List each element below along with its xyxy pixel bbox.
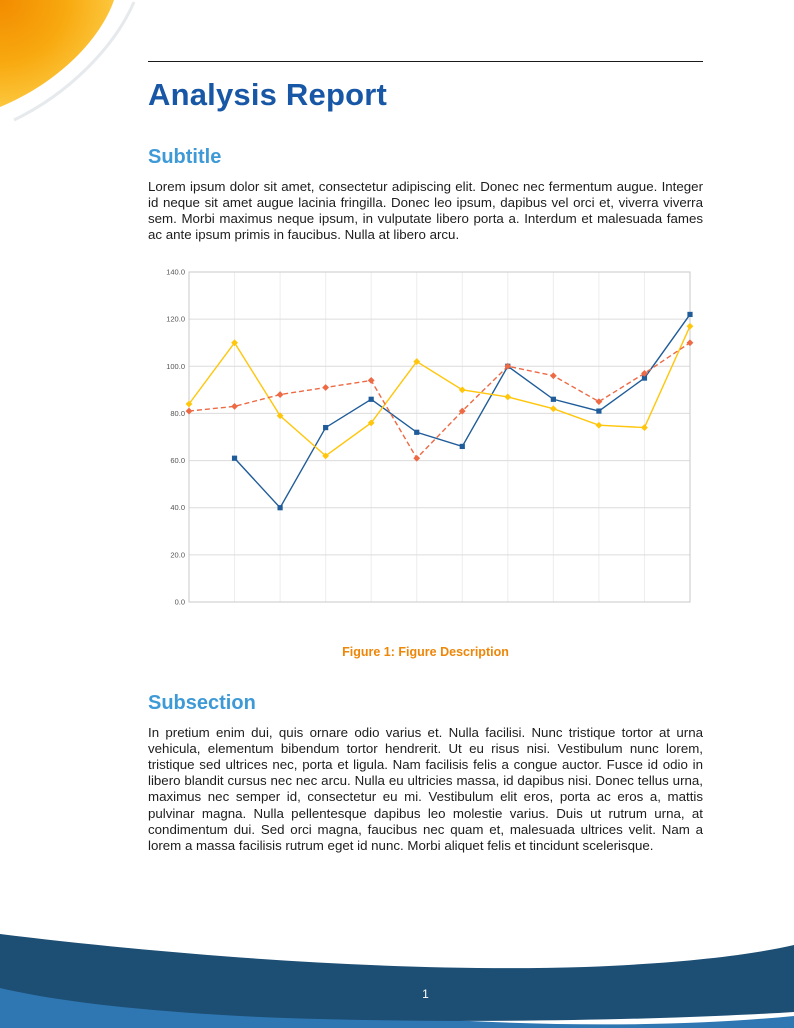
- y-axis-tick-label: 40.0: [170, 503, 185, 512]
- marker-diamond: [231, 402, 238, 410]
- line-chart: 0.0 20.0 40.0 60.0 80.0 100.0 120.0 140.0: [153, 263, 698, 621]
- y-axis-tick-label: 0.0: [175, 597, 185, 606]
- section-heading-subsection: Subsection: [148, 691, 256, 714]
- document-content: Analysis Report Subtitle Lorem ipsum dol…: [148, 0, 703, 854]
- swoosh-shape: [0, 0, 114, 107]
- plot-border: [188, 271, 691, 603]
- marker-diamond: [367, 376, 375, 384]
- marker-diamond: [595, 397, 603, 405]
- marker-square: [231, 455, 238, 461]
- y-axis-tick-label: 20.0: [170, 550, 185, 559]
- figure-description: Figure Description: [398, 644, 509, 659]
- y-axis-tick-label: 60.0: [170, 456, 185, 465]
- marker-square: [641, 374, 648, 381]
- section-heading-subtitle: Subtitle: [148, 145, 222, 168]
- marker-square: [277, 504, 283, 510]
- marker-square: [414, 429, 420, 435]
- corner-swoosh-decoration: [0, 0, 136, 122]
- y-axis-tick-label: 120.0: [166, 314, 185, 323]
- x-gridlines: [188, 271, 691, 602]
- marker-diamond: [458, 385, 466, 393]
- footer-wave-dark: [0, 934, 794, 1021]
- page-title: Analysis Report: [148, 77, 388, 112]
- marker-diamond: [458, 407, 466, 414]
- footer-wave-light: [0, 974, 794, 1028]
- y-axis-tick-label: 80.0: [170, 408, 185, 417]
- y-axis-labels: 0.0 20.0 40.0 60.0 80.0 100.0 120.0 140.0: [166, 267, 185, 606]
- marker-diamond: [276, 411, 284, 419]
- marker-diamond: [231, 338, 238, 346]
- marker-square: [368, 396, 374, 402]
- chart-figure: 0.0 20.0 40.0 60.0 80.0 100.0 120.0 140.0 Figur…: [148, 263, 703, 659]
- marker-diamond: [322, 383, 330, 391]
- marker-diamond: [549, 371, 557, 379]
- swoosh-shadow-arc: [13, 1, 136, 122]
- line-chart-svg: 0.0 20.0 40.0 60.0 80.0 100.0 120.0 140.0: [166, 267, 694, 606]
- marker-diamond: [413, 357, 421, 365]
- marker-square: [596, 407, 602, 414]
- paragraph-subsection: In pretium enim dui, quis ornare odio va…: [148, 724, 703, 854]
- marker-square: [323, 424, 329, 430]
- marker-diamond: [686, 338, 694, 346]
- footer-wave-decoration: [0, 934, 794, 1028]
- marker-diamond: [641, 423, 648, 431]
- y-axis-tick-label: 140.0: [166, 267, 185, 276]
- header-rule: [148, 61, 703, 62]
- chart-series-orange: [185, 338, 694, 462]
- marker-square: [550, 396, 556, 402]
- marker-diamond: [686, 322, 694, 330]
- marker-diamond: [367, 418, 375, 426]
- y-gridlines: [189, 271, 690, 603]
- marker-diamond: [549, 404, 557, 412]
- y-axis-tick-label: 100.0: [166, 361, 185, 370]
- marker-square: [459, 443, 465, 449]
- footer: 1: [0, 928, 794, 1028]
- page-number: 1: [422, 987, 429, 1001]
- marker-diamond: [595, 421, 603, 429]
- marker-diamond: [504, 393, 512, 400]
- marker-diamond: [276, 390, 284, 398]
- marker-diamond: [413, 454, 421, 462]
- paragraph-subtitle: Lorem ipsum dolor sit amet, consectetur …: [148, 178, 703, 243]
- marker-square: [687, 311, 693, 317]
- figure-label: Figure 1:: [342, 644, 395, 659]
- figure-caption: Figure 1: Figure Description: [148, 645, 703, 659]
